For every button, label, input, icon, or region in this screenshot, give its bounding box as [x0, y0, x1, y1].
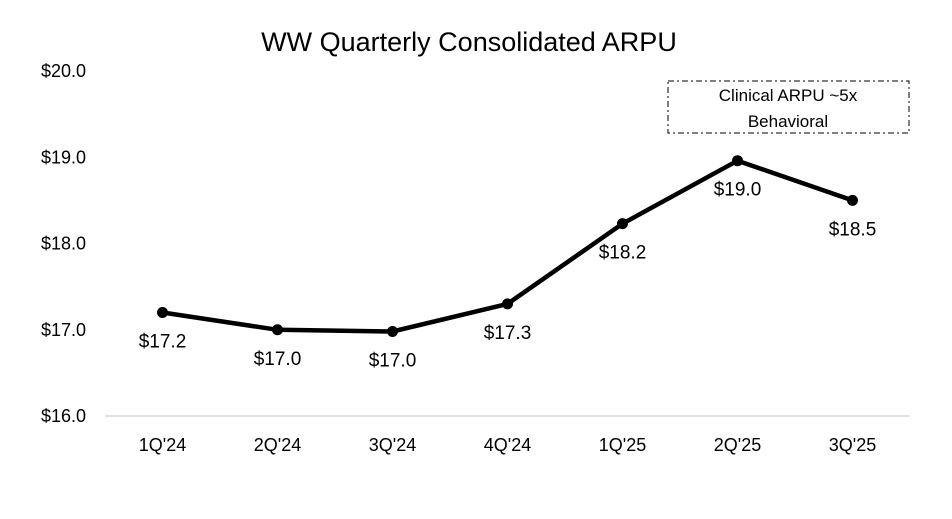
- y-tick-label: $18.0: [41, 234, 86, 254]
- data-point: [502, 298, 513, 310]
- x-tick-label: 1Q'24: [139, 435, 186, 455]
- data-point: [847, 194, 858, 206]
- data-points: [157, 155, 858, 337]
- data-labels: $17.2 $17.0 $17.0 $17.3 $18.2 $19.0 $18.5: [139, 180, 877, 372]
- x-axis-ticks: 1Q'24 2Q'24 3Q'24 4Q'24 1Q'25 2Q'25 3Q'25: [139, 435, 876, 455]
- data-point: [387, 325, 398, 337]
- y-tick-label: $19.0: [41, 147, 86, 167]
- x-tick-label: 3Q'24: [369, 435, 416, 455]
- x-tick-label: 2Q'24: [254, 435, 301, 455]
- chart-title: WW Quarterly Consolidated ARPU: [261, 27, 677, 57]
- data-label: $17.2: [139, 332, 187, 353]
- data-point: [732, 155, 743, 167]
- data-point: [157, 307, 168, 318]
- data-label: $17.0: [369, 350, 417, 371]
- annotation-line-2: Behavioral: [748, 112, 828, 131]
- data-point: [617, 218, 628, 230]
- x-tick-label: 3Q'25: [829, 435, 876, 455]
- data-point: [272, 324, 283, 336]
- annotation-line-1: Clinical ARPU ~5x: [719, 86, 858, 105]
- y-tick-label: $20.0: [41, 61, 86, 81]
- data-label: $17.0: [254, 349, 302, 370]
- data-label: $18.5: [829, 219, 877, 240]
- annotation-box: Clinical ARPU ~5x Behavioral: [667, 80, 910, 134]
- y-axis-ticks: $16.0 $17.0 $18.0 $19.0 $20.0: [41, 61, 86, 426]
- x-tick-label: 1Q'25: [599, 435, 646, 455]
- data-label: $17.3: [484, 323, 532, 344]
- annotation-border: [667, 80, 910, 134]
- x-tick-label: 4Q'24: [484, 435, 531, 455]
- y-tick-label: $16.0: [41, 406, 86, 426]
- data-label: $19.0: [714, 180, 762, 201]
- x-tick-label: 2Q'25: [714, 435, 761, 455]
- y-tick-label: $17.0: [41, 320, 86, 340]
- data-label: $18.2: [599, 243, 647, 264]
